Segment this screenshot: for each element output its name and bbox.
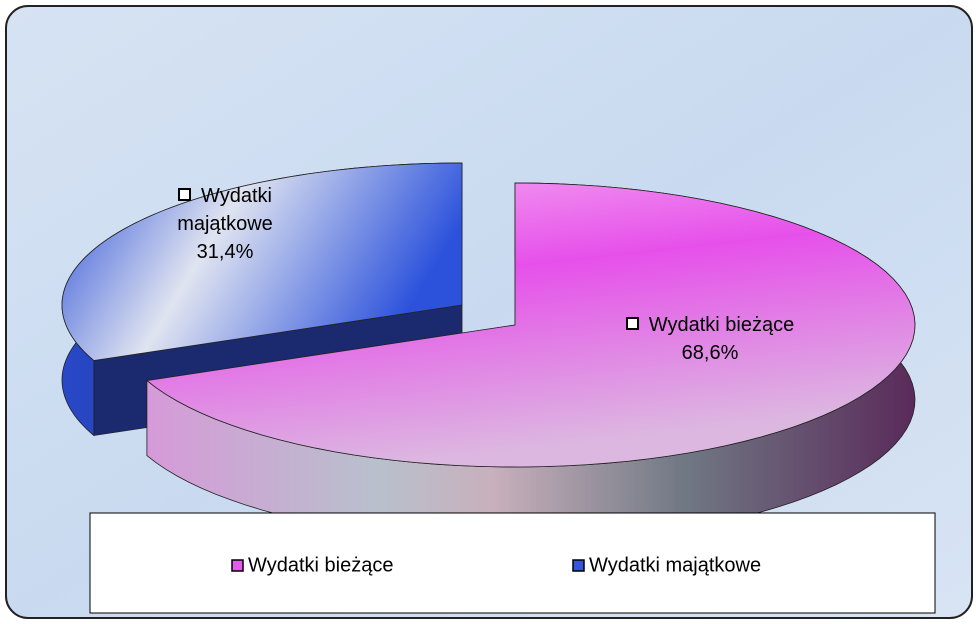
label-marker [625, 317, 639, 330]
legend-box [89, 512, 936, 614]
legend-label: Wydatki majątkowe [589, 554, 761, 576]
data-label-text: Wydatki bieżące 68,6% [585, 311, 835, 367]
label-value: 31,4% [196, 241, 254, 263]
slice [61, 162, 463, 361]
data-label: Wydatki bieżące 68,6% [585, 311, 835, 367]
label-marker [178, 188, 192, 201]
data-label: Wydatki majątkowe 31,4% [140, 182, 310, 266]
legend-marker [572, 559, 585, 572]
data-label-text: Wydatki majątkowe 31,4% [140, 182, 310, 266]
legend: Wydatki bieżące Wydatki majątkowe [231, 554, 761, 576]
slice [145, 182, 916, 468]
legend-marker [231, 559, 244, 572]
pie [61, 162, 916, 543]
label-value: 68,6% [681, 342, 739, 364]
legend-label: Wydatki bieżące [248, 554, 393, 576]
label-category: Wydatki majątkowe [177, 185, 273, 235]
label-category: Wydatki bieżące [648, 314, 795, 336]
